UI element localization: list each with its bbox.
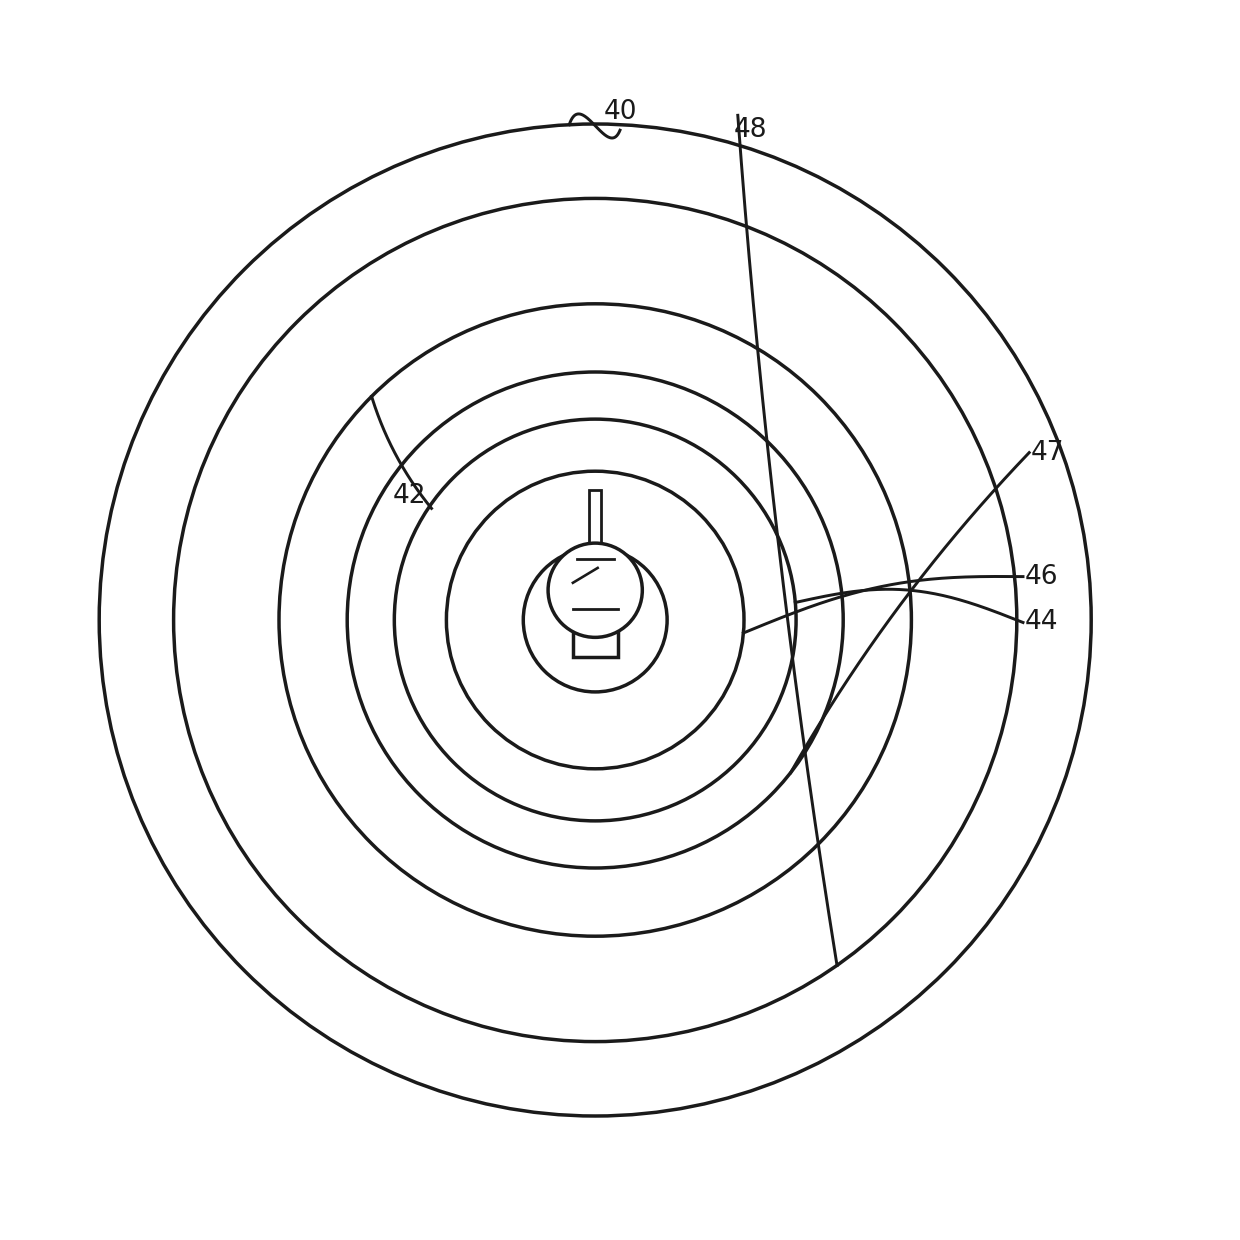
Bar	[577, 548, 614, 573]
Text: 48: 48	[733, 118, 768, 143]
Text: 44: 44	[1024, 610, 1059, 635]
Text: 47: 47	[1030, 440, 1065, 465]
Text: 42: 42	[392, 484, 427, 508]
Bar	[589, 490, 601, 546]
Text: 46: 46	[1024, 564, 1059, 589]
Circle shape	[548, 543, 642, 637]
Bar	[573, 577, 618, 657]
Text: 40: 40	[603, 99, 637, 124]
